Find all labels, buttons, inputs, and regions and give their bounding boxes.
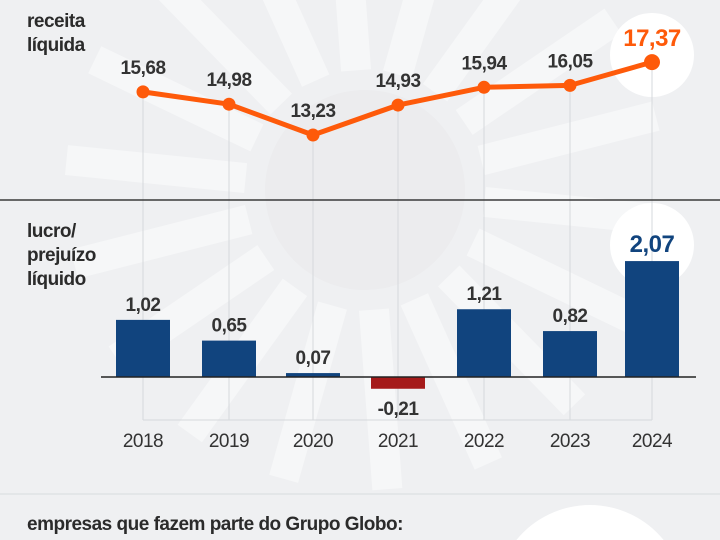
sunburst-ray <box>422 0 521 102</box>
revenue-value-label: 16,05 <box>547 51 593 72</box>
profit-bar <box>116 319 170 377</box>
revenue-point <box>136 85 150 99</box>
revenue-point <box>644 54 660 71</box>
profit-bar <box>371 377 425 389</box>
sunburst-ray <box>477 101 660 175</box>
sunburst-ray <box>158 0 292 115</box>
revenue-title: receita líquida <box>27 10 85 58</box>
sunburst-ray <box>400 293 502 470</box>
profit-title: lucro/ prejuízo líquido <box>27 220 96 292</box>
profit-title-line: prejuízo <box>27 245 96 266</box>
revenue-value-label: 14,98 <box>206 70 251 91</box>
profit-bar <box>457 309 511 377</box>
profit-value-label: 0,65 <box>212 316 248 337</box>
profit-value-label: 2,07 <box>630 231 675 258</box>
profit-value-label: -0,21 <box>378 399 420 420</box>
revenue-title-line: líquida <box>27 35 85 56</box>
profit-value-label: 0,07 <box>296 348 331 369</box>
profit-value-label: 1,21 <box>467 284 503 305</box>
year-tick-label: 2023 <box>550 431 590 452</box>
sunburst-background <box>65 0 694 540</box>
profit-title-line: líquido <box>27 269 86 290</box>
revenue-title-line: receita <box>27 11 85 32</box>
year-tick-label: 2019 <box>209 431 249 452</box>
sunburst-ray <box>335 0 372 72</box>
profit-bar <box>543 331 597 377</box>
revenue-point <box>563 78 577 92</box>
profit-value-label: 1,02 <box>126 295 161 316</box>
footer-heading: empresas que fazem parte do Grupo Globo: <box>27 514 403 535</box>
year-tick-label: 2022 <box>464 431 504 452</box>
sunburst-ray <box>438 265 586 416</box>
revenue-value-label: 13,23 <box>290 101 335 122</box>
sunburst-ray <box>65 145 248 193</box>
sunburst-ray <box>455 8 622 135</box>
profit-title-line: lucro/ <box>27 221 76 242</box>
revenue-value-label: 17,37 <box>623 25 681 52</box>
revenue-value-label: 15,68 <box>120 58 165 79</box>
profit-bar <box>286 373 340 377</box>
revenue-value-label: 15,94 <box>461 53 507 74</box>
year-tick-label: 2020 <box>293 431 333 452</box>
revenue-value-label: 14,93 <box>375 71 420 92</box>
sunburst-ray <box>383 0 435 79</box>
profit-bar <box>202 340 256 377</box>
sunburst-ray <box>358 308 403 491</box>
sunburst-ray <box>269 301 347 483</box>
year-tick-label: 2021 <box>378 431 418 452</box>
revenue-point <box>477 80 491 94</box>
year-tick-label: 2024 <box>632 431 673 452</box>
revenue-point <box>391 98 405 112</box>
profit-value-label: 0,82 <box>553 306 588 327</box>
profit-bar <box>625 261 679 377</box>
revenue-point <box>306 128 320 142</box>
revenue-point <box>222 97 236 111</box>
sunburst-ray <box>262 0 330 87</box>
sunburst-ray <box>466 228 642 334</box>
sunburst-ray <box>70 205 253 279</box>
highlight-circle <box>516 505 664 540</box>
year-tick-label: 2018 <box>123 431 163 452</box>
